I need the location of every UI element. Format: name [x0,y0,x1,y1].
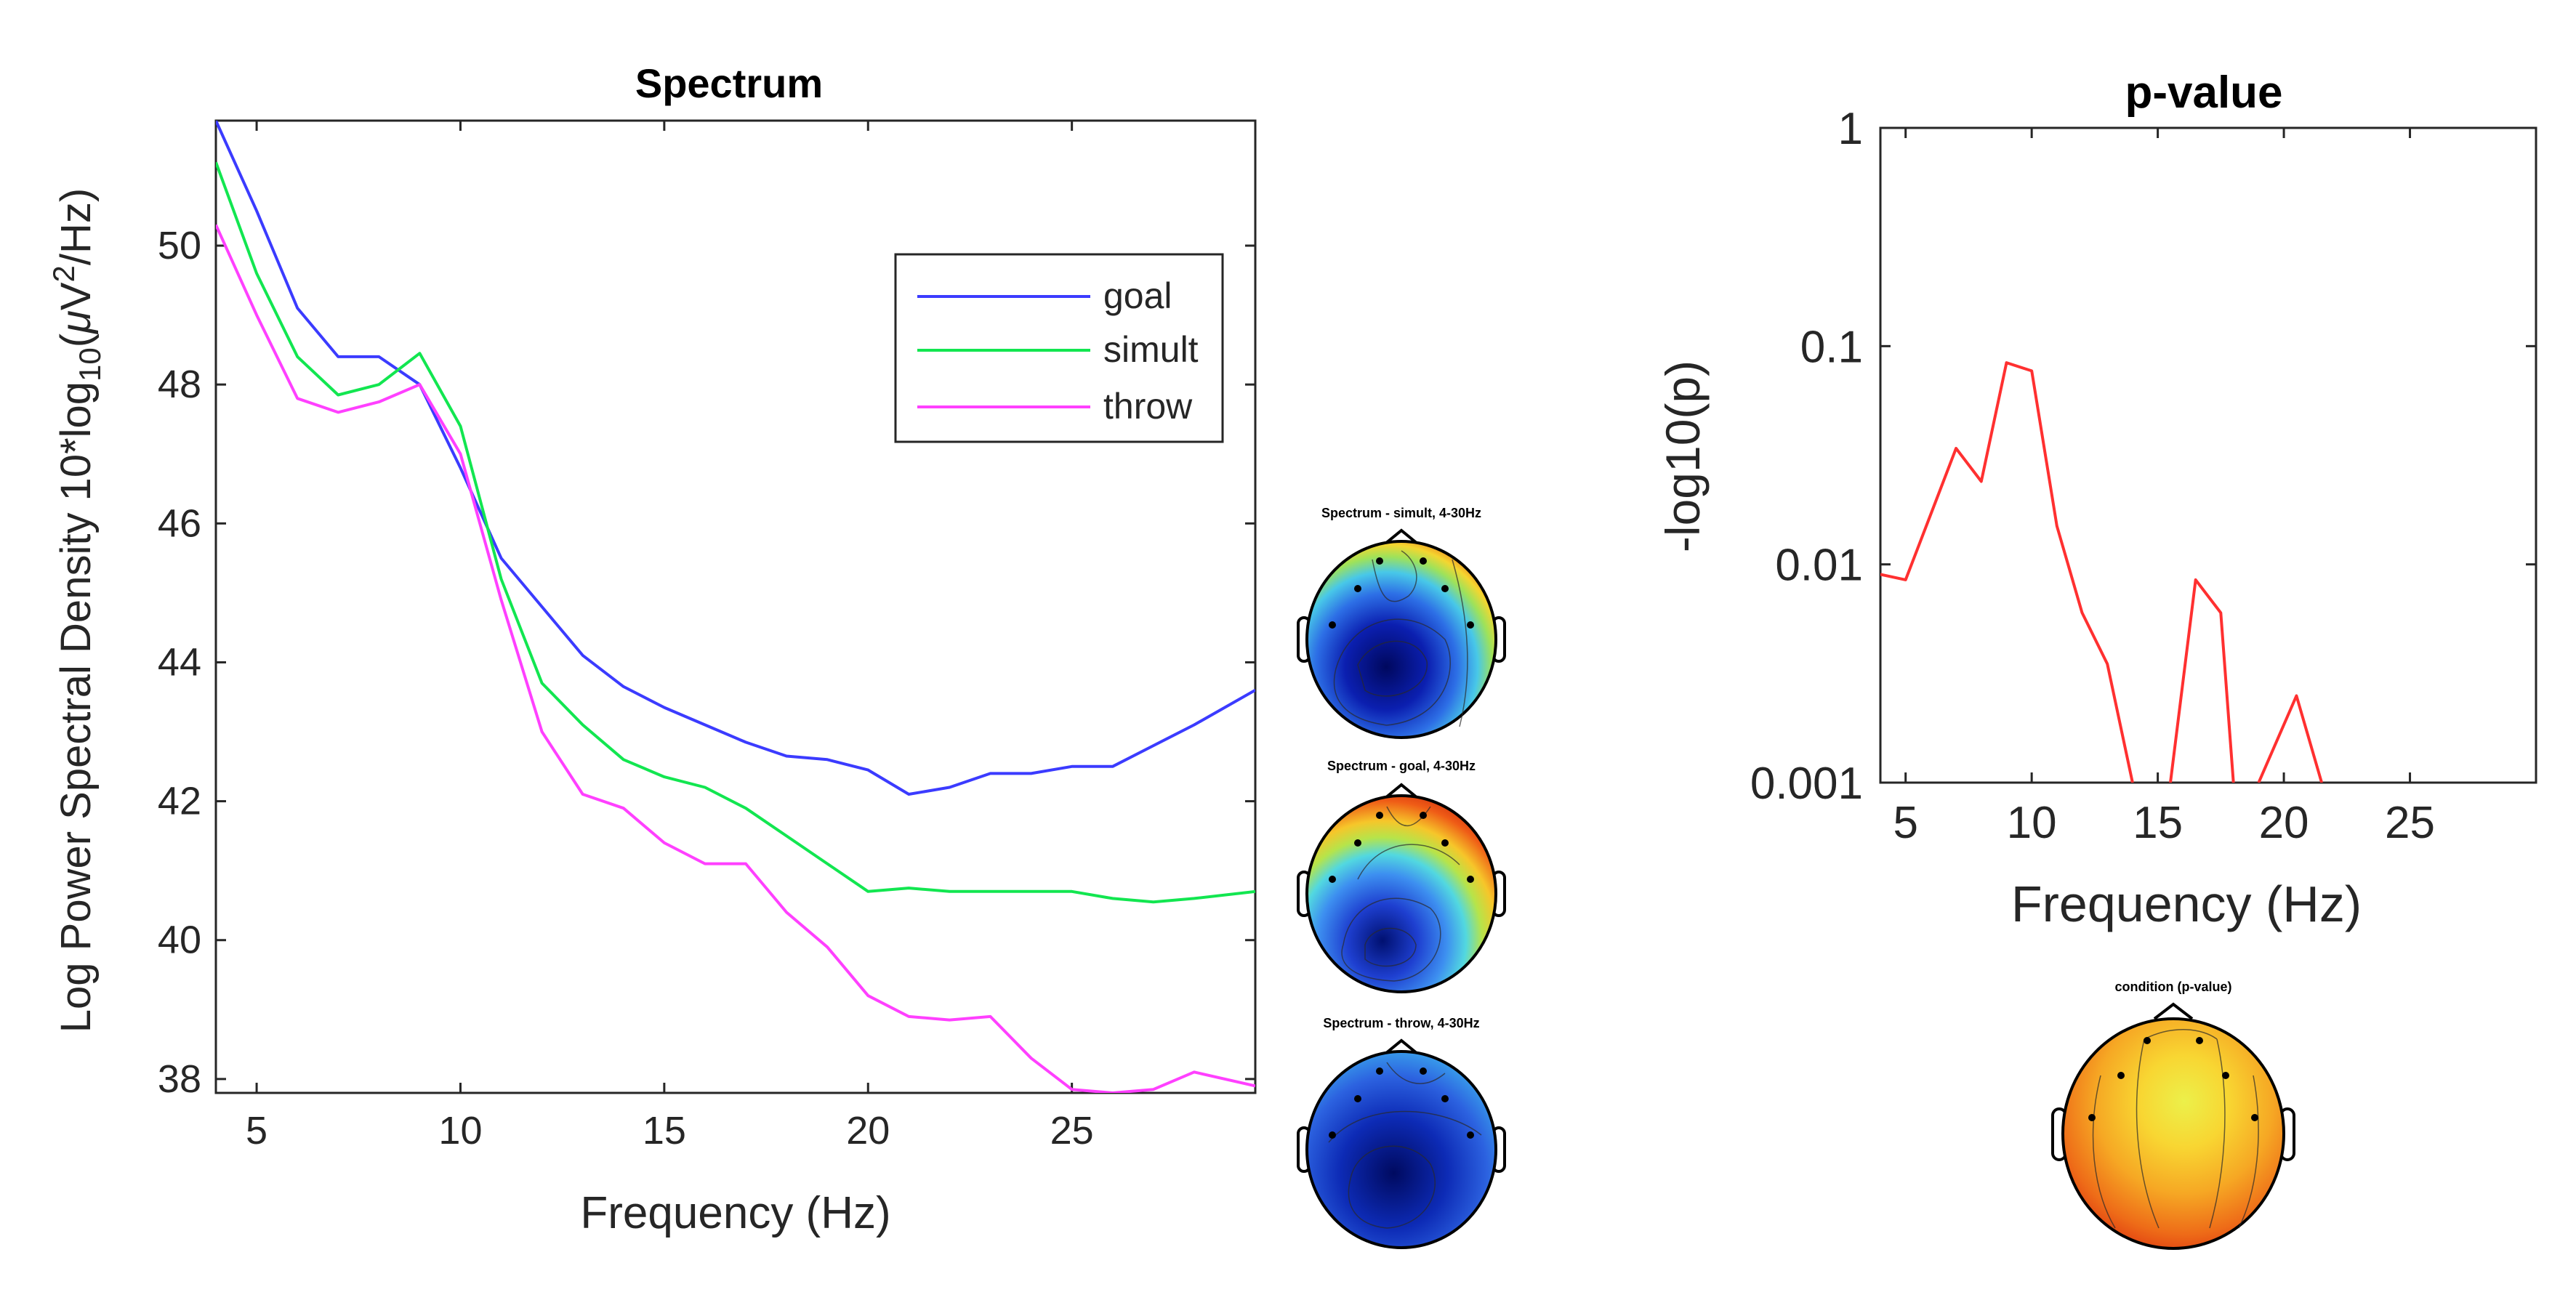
topoplot-title: Spectrum - throw, 4-30Hz [1323,1016,1479,1030]
pvalue-line-segment [2257,694,2324,783]
scalp-map [1305,794,1497,993]
x-tick-label: 5 [1893,798,1917,848]
spectrum-title: Spectrum [635,60,823,106]
y-tick-label: 40 [158,919,201,962]
pvalue-chart: p-value 5 10 15 20 25 0.001 0.01 0.1 1 Frequency… [1656,68,2537,932]
series-line-throw [216,224,1255,1093]
legend-label-simult: simult [1103,329,1199,370]
legend-label-goal: goal [1103,275,1172,316]
spectrum-x-axis-label: Frequency (Hz) [580,1188,890,1238]
topoplot-title: Spectrum - simult, 4-30Hz [1321,506,1481,520]
scalp-map [1305,540,1497,739]
y-tick-label: 48 [158,363,201,406]
spectrum-legend: goal simult throw [894,253,1224,443]
nose-icon [2153,1002,2194,1020]
contour-lines [2092,1029,2259,1229]
y-tick-label: 44 [158,640,201,684]
nose-icon [1384,1038,1419,1055]
electrode-dots [1329,1067,1474,1139]
series-line-goal [216,121,1255,796]
topoplot-simult: Spectrum - simult, 4-30Hz [1297,506,1506,739]
y-tick-label: 42 [158,780,201,823]
pvalue-y-axis-label: -log10(p) [1656,360,1710,552]
y-tick-label: 38 [158,1057,201,1101]
y-tick-label: 50 [158,224,201,267]
x-tick-label: 15 [2133,798,2183,848]
x-tick-label: 25 [2385,798,2435,848]
pvalue-x-axis-label: Frequency (Hz) [2011,876,2362,932]
y-tick-label: 0.1 [1800,322,1863,372]
spectrum-y-axis-label: Log Power Spectral Density 10*log10(μV2/… [47,188,107,1033]
topoplot-throw: Spectrum - throw, 4-30Hz [1297,1016,1506,1249]
pvalue-series [1880,361,2324,783]
x-tick-label: 10 [438,1109,482,1152]
pvalue-ticks: 5 10 15 20 25 0.001 0.01 0.1 1 [1750,104,2536,848]
pvalue-plot-frame [1879,126,2537,784]
legend-box [894,253,1224,443]
x-tick-label: 20 [846,1109,890,1152]
contour-lines [1328,1062,1482,1229]
spectrum-series [216,121,1255,1093]
topoplot-title: Spectrum - goal, 4-30Hz [1327,759,1476,773]
x-tick-label: 5 [246,1109,267,1152]
series-line-simult [216,161,1255,904]
spectrum-ticks: 5 10 15 20 25 38 40 42 44 46 48 50 [158,121,1255,1152]
topoplot-title: condition (p-value) [2115,980,2232,994]
y-tick-label: 46 [158,501,201,545]
nose-icon [1384,783,1419,799]
pvalue-line-segment [2169,578,2235,783]
pvalue-line-segment [1880,361,2134,783]
y-tick-label: 0.001 [1750,759,1863,809]
x-tick-label: 15 [643,1109,686,1152]
electrode-dots [2088,1037,2258,1121]
electrode-dots [1329,812,1474,883]
x-tick-label: 25 [1050,1109,1094,1152]
contour-lines [1333,550,1468,727]
topoplot-goal: Spectrum - goal, 4-30Hz [1297,759,1506,993]
legend-label-throw: throw [1103,386,1193,427]
topoplot-condition-pvalue: condition (p-value) [2051,980,2295,1250]
x-tick-label: 20 [2259,798,2309,848]
nose-icon [1384,528,1419,545]
contour-lines [1341,806,1460,982]
x-tick-label: 10 [2007,798,2057,848]
y-tick-label: 0.01 [1775,541,1863,591]
pvalue-title: p-value [2125,68,2282,118]
scalp-map [1305,1050,1497,1249]
electrode-dots [1329,557,1474,629]
scalp-map [2061,1017,2285,1250]
spectrum-chart: Spectrum 5 10 15 20 25 38 40 42 44 46 48 50 goal si… [47,60,1257,1238]
y-tick-label: 1 [1838,104,1863,154]
